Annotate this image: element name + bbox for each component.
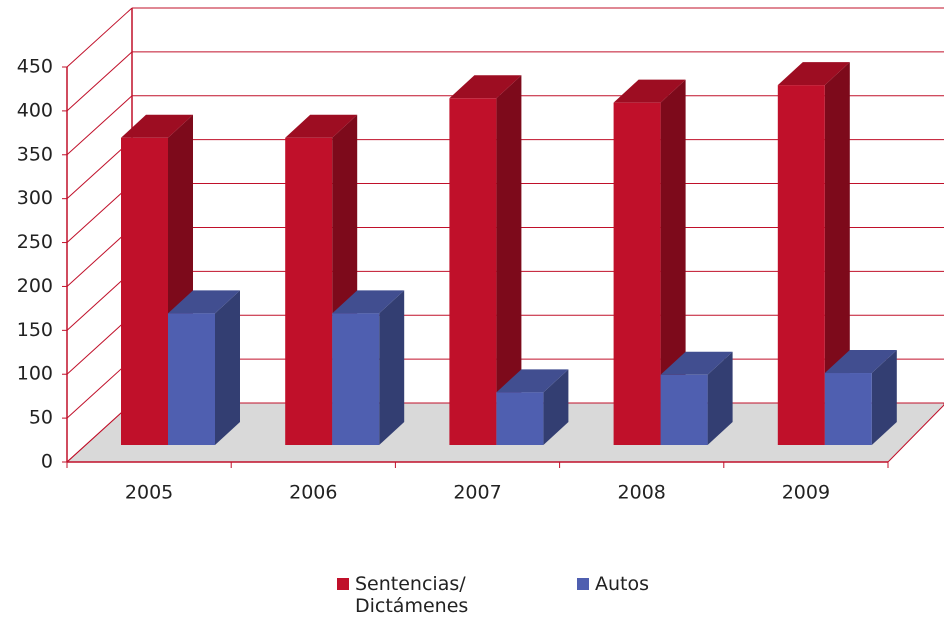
y-tick-label: 150	[17, 319, 53, 341]
bar	[121, 137, 168, 445]
x-tick-label: 2007	[453, 482, 501, 504]
bar	[168, 313, 215, 445]
bar	[824, 373, 872, 445]
x-tick-label: 2006	[289, 482, 337, 504]
y-tick-label: 450	[17, 56, 53, 78]
x-tick-label: 2009	[782, 482, 830, 504]
y-tick-label: 50	[29, 407, 53, 429]
bar-side	[543, 369, 569, 445]
bar-side	[496, 75, 522, 446]
x-tick-label: 2005	[125, 482, 173, 504]
grid-line	[66, 51, 133, 112]
y-tick-label: 0	[41, 451, 53, 473]
y-tick-label: 350	[17, 143, 53, 165]
legend-label: Autos	[595, 573, 650, 595]
bar	[496, 392, 544, 445]
bar-side	[660, 79, 686, 446]
bar-side	[215, 290, 240, 445]
x-tick-label: 2008	[618, 482, 666, 504]
bar	[449, 98, 497, 446]
bar-top	[449, 75, 522, 99]
bar-top	[332, 290, 405, 314]
bar-side	[707, 351, 733, 445]
bar-top	[168, 290, 240, 314]
bar-top	[824, 350, 897, 374]
legend-swatch	[577, 578, 589, 590]
bar	[332, 313, 380, 445]
bar	[777, 85, 825, 445]
y-tick-label: 250	[17, 231, 53, 253]
bar-top	[777, 62, 850, 86]
bar-side	[379, 290, 405, 445]
legend-label: Sentencias/ Dictámenes	[355, 573, 469, 617]
bar-top	[496, 369, 569, 393]
grid-line	[66, 95, 133, 156]
y-tick-label: 200	[17, 275, 53, 297]
bar-top	[613, 79, 686, 103]
bar-top	[660, 351, 733, 375]
bar-side	[871, 350, 897, 445]
bar-top	[285, 114, 358, 138]
bar	[285, 137, 333, 445]
bar-top	[121, 114, 193, 138]
y-tick-label: 300	[17, 187, 53, 209]
bar	[660, 374, 708, 445]
legend-swatch	[337, 578, 349, 590]
bar	[613, 102, 661, 446]
bar-side	[824, 62, 850, 445]
y-tick-label: 400	[17, 99, 53, 121]
grid-line	[66, 7, 133, 68]
y-tick-label: 100	[17, 363, 53, 385]
